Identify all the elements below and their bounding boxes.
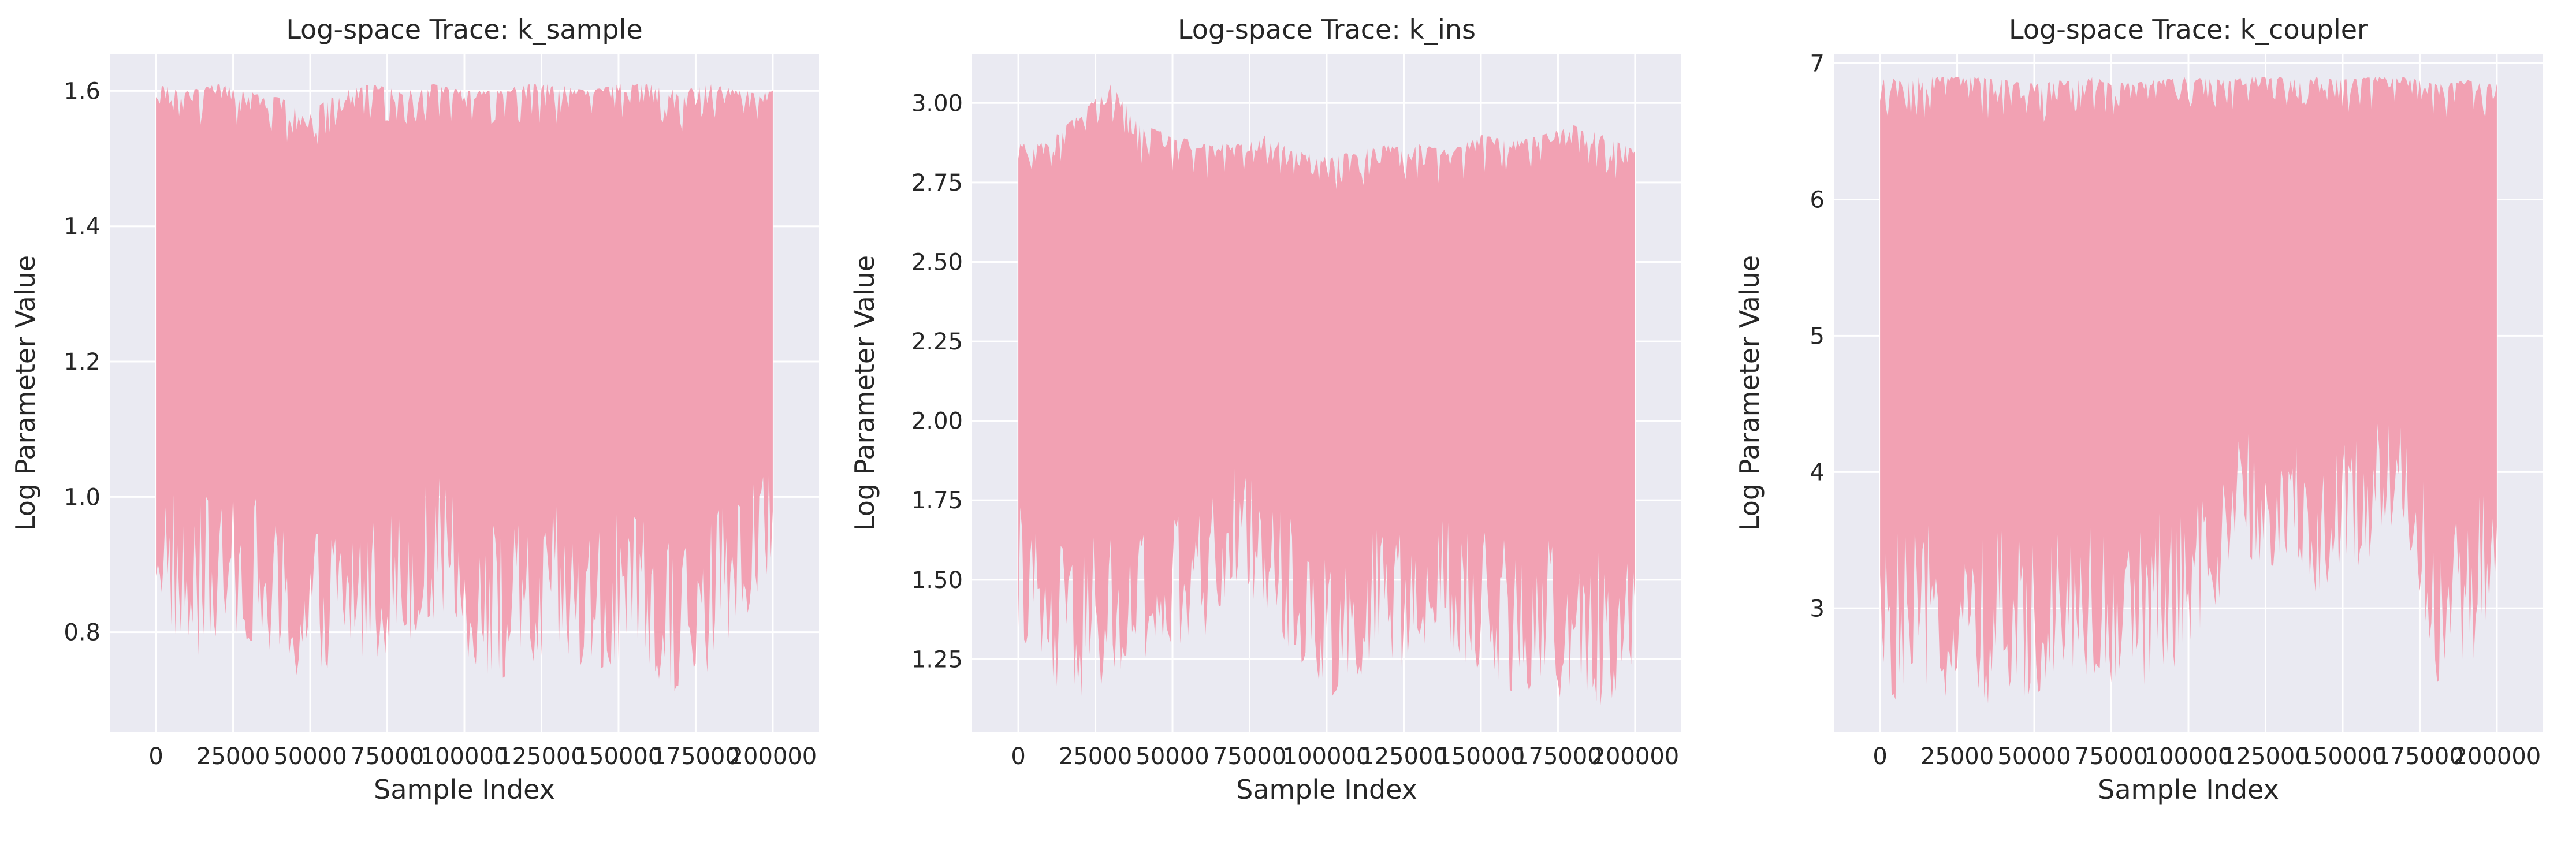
x-tick-label: 125000 (2221, 743, 2310, 770)
y-tick-label: 2.00 (911, 408, 963, 435)
x-tick-label: 50000 (1136, 743, 1209, 770)
x-tick-label: 175000 (1514, 743, 1602, 770)
y-tick-label: 1.25 (911, 646, 963, 673)
trace-series (1018, 84, 1635, 707)
x-axis-label: Sample Index (374, 774, 555, 805)
chart-panel-3: 0 25000 50000 75000100000125000150000175000… (1734, 14, 2543, 805)
x-tick-label: 0 (1011, 743, 1025, 770)
x-axis-label: Sample Index (1236, 774, 1417, 805)
x-tick-label: 0 (148, 743, 163, 770)
y-tick-label: 3 (1810, 595, 1825, 622)
x-tick-label: 100000 (1283, 743, 1371, 770)
y-tick-label: 4 (1810, 459, 1825, 486)
x-tick-label: 75000 (351, 743, 424, 770)
y-axis-label: Log Parameter Value (849, 255, 880, 531)
chart-title: Log-space Trace: k_coupler (2009, 14, 2368, 45)
y-tick-label: 6 (1810, 187, 1825, 213)
x-tick-label: 125000 (1360, 743, 1448, 770)
y-tick-label: 1.2 (64, 349, 100, 375)
x-tick-label: 125000 (497, 743, 586, 770)
chart-title: Log-space Trace: k_ins (1178, 14, 1476, 45)
chart-panel-2: 0 25000 50000 75000100000125000150000175000… (849, 14, 1681, 805)
y-axis-label: Log Parameter Value (10, 255, 41, 531)
x-tick-label: 200000 (2453, 743, 2541, 770)
y-tick-label: 1.0 (64, 484, 100, 511)
y-tick-label: 1.75 (911, 487, 963, 514)
x-tick-label: 50000 (273, 743, 347, 770)
y-tick-label: 5 (1810, 323, 1825, 349)
x-tick-label: 50000 (1997, 743, 2071, 770)
x-tick-label: 100000 (420, 743, 509, 770)
y-tick-label: 2.25 (911, 329, 963, 355)
y-tick-label: 1.6 (64, 78, 100, 105)
x-tick-label: 200000 (729, 743, 817, 770)
x-tick-label: 100000 (2145, 743, 2233, 770)
trace-series (156, 84, 773, 691)
x-tick-label: 75000 (2075, 743, 2148, 770)
y-tick-label: 7 (1810, 51, 1825, 77)
x-tick-label: 0 (1873, 743, 1887, 770)
chart-panel-1: 0 25000 50000 75000100000125000150000175000… (10, 14, 819, 805)
x-tick-label: 25000 (1920, 743, 1994, 770)
trace-series (1880, 77, 2497, 704)
y-tick-label: 3.00 (911, 90, 963, 117)
chart-title: Log-space Trace: k_sample (286, 14, 642, 45)
x-tick-label: 150000 (2299, 743, 2387, 770)
x-tick-label: 150000 (575, 743, 663, 770)
x-tick-label: 150000 (1437, 743, 1525, 770)
y-tick-label: 2.50 (911, 249, 963, 275)
y-tick-label: 1.50 (911, 567, 963, 594)
x-tick-label: 25000 (196, 743, 270, 770)
x-tick-label: 175000 (652, 743, 740, 770)
x-tick-label: 25000 (1059, 743, 1132, 770)
y-tick-label: 0.8 (64, 620, 100, 646)
y-tick-label: 2.75 (911, 170, 963, 196)
x-axis-label: Sample Index (2098, 774, 2279, 805)
y-axis-label: Log Parameter Value (1734, 255, 1765, 531)
x-tick-label: 200000 (1591, 743, 1680, 770)
x-tick-label: 75000 (1213, 743, 1286, 770)
y-tick-label: 1.4 (64, 214, 100, 240)
x-tick-label: 175000 (2376, 743, 2464, 770)
